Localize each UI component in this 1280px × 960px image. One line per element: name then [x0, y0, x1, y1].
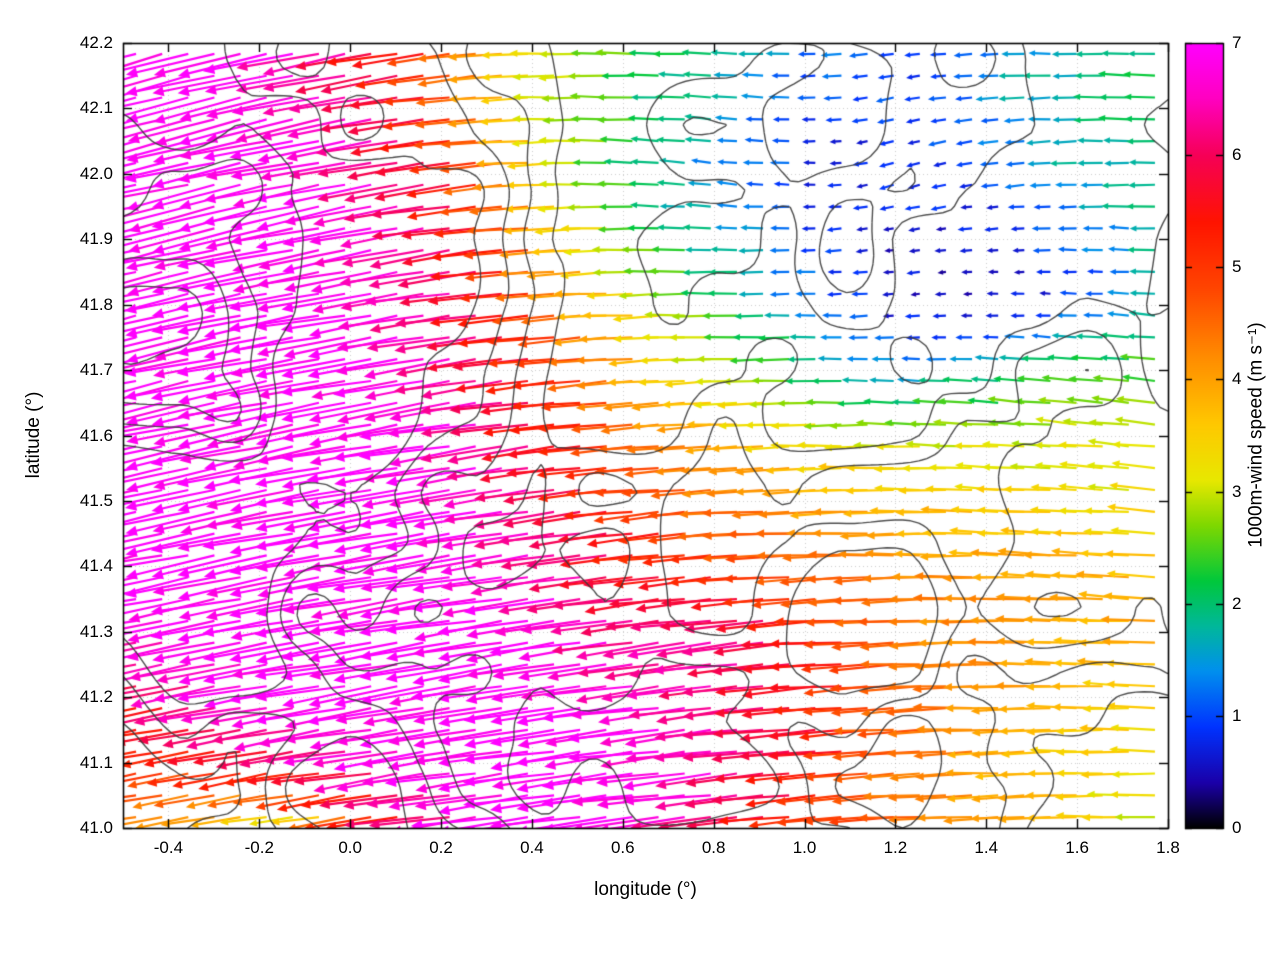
colorbar-tick-label: 2 [1232, 593, 1242, 613]
y-tick-label: 41.7 [79, 360, 113, 380]
colorbar-tick-label: 6 [1232, 145, 1242, 165]
colorbar-tick-label: 0 [1232, 818, 1242, 837]
y-tick-label: 42.0 [79, 163, 113, 183]
x-tick-label: 1.6 [1065, 838, 1089, 857]
y-tick-label: 41.4 [79, 556, 113, 576]
colorbar-tick-label: 5 [1232, 257, 1242, 277]
colorbar-axis-label: 1000m-wind speed (m s⁻¹) [1245, 322, 1267, 548]
x-tick-label: 0.0 [338, 838, 362, 857]
x-tick-label: -0.4 [153, 838, 184, 857]
x-tick-label: 0.6 [610, 838, 635, 857]
y-tick-label: 41.1 [79, 752, 113, 772]
y-tick-label: 42.1 [79, 98, 113, 118]
x-tick-label: 0.2 [429, 838, 453, 857]
y-tick-label: 41.2 [79, 687, 113, 707]
x-tick-label: 1.0 [792, 838, 817, 857]
y-tick-label: 41.6 [79, 425, 113, 445]
x-tick-label: 1.2 [883, 838, 908, 857]
x-axis-label: longitude (°) [594, 879, 697, 900]
colorbar-tick-label: 7 [1232, 33, 1242, 52]
y-tick-label: 41.5 [79, 490, 113, 510]
colorbar-tick-label: 1 [1232, 705, 1242, 725]
x-tick-label: -0.2 [244, 838, 274, 857]
x-tick-label: 0.8 [701, 838, 726, 857]
x-tick-label: 1.4 [974, 838, 999, 857]
y-tick-label: 41.8 [79, 294, 113, 314]
y-tick-label: 41.9 [79, 229, 113, 249]
x-tick-label: 0.4 [520, 838, 544, 857]
x-tick-label: 1.8 [1156, 838, 1180, 857]
y-tick-label: 41.3 [79, 621, 113, 641]
y-tick-label: 41.0 [79, 818, 113, 837]
colorbar-tick-label: 4 [1232, 369, 1242, 389]
y-axis-label: latitude (°) [23, 391, 44, 479]
colorbar-tick-label: 3 [1232, 481, 1242, 501]
y-tick-label: 42.2 [79, 33, 113, 52]
